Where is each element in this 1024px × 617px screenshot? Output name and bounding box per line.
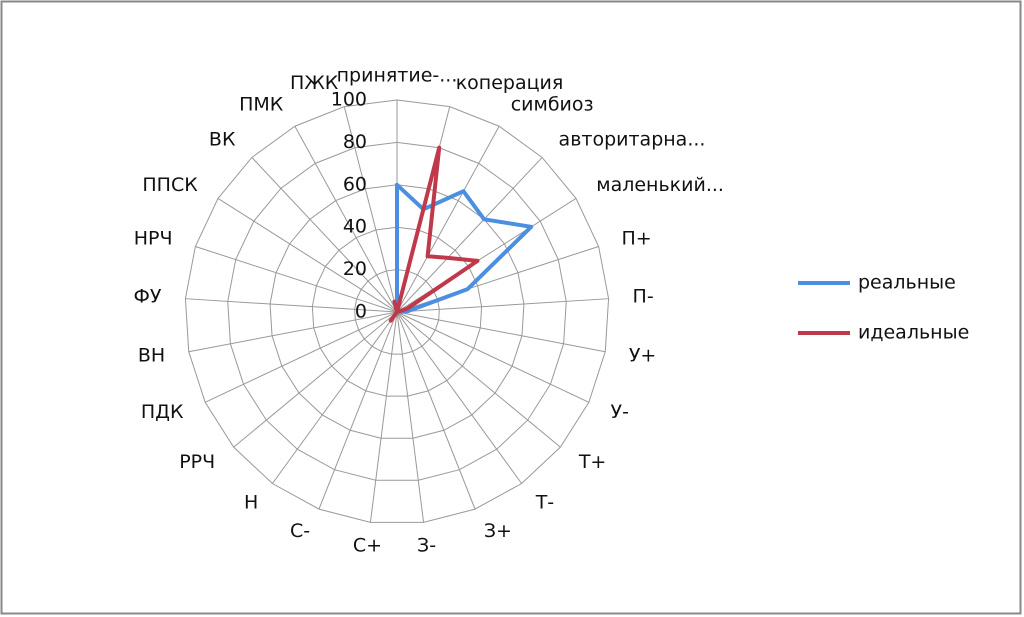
spoke: [271, 311, 398, 484]
category-label: ПЖК: [290, 72, 339, 94]
spoke: [185, 298, 398, 313]
r-tick-label: 80: [343, 131, 367, 153]
category-label: симбиоз: [511, 94, 594, 116]
series-line: [388, 145, 480, 323]
category-label: маленький...: [596, 174, 724, 196]
category-label: ФУ: [134, 286, 162, 308]
spoke: [396, 311, 606, 353]
spoke: [396, 157, 543, 313]
category-label: З+: [484, 520, 512, 542]
spoke: [188, 311, 398, 353]
category-label: авторитарна...: [559, 128, 706, 150]
category-label: принятие-...: [337, 65, 458, 87]
spoke: [233, 311, 398, 448]
category-label: С-: [290, 520, 310, 542]
category-label: П-: [633, 286, 654, 308]
legend-label: идеальные: [858, 322, 969, 344]
category-label: С+: [353, 535, 382, 557]
category-label: ВН: [138, 345, 165, 367]
spoke: [369, 311, 398, 523]
spoke: [396, 125, 500, 313]
grid-ring: [227, 141, 567, 481]
category-label: У+: [629, 345, 657, 367]
category-label: Т-: [535, 491, 554, 513]
category-label: З-: [417, 535, 436, 557]
category-label: ПМК: [239, 94, 284, 116]
category-label: Н: [244, 491, 258, 513]
spoke: [396, 311, 590, 403]
category-label: ВК: [209, 128, 236, 150]
spoke: [204, 311, 398, 403]
category-label: РРЧ: [179, 451, 215, 473]
grid-ring: [184, 99, 610, 523]
spoke: [396, 298, 609, 313]
spoke: [217, 197, 398, 313]
spoke: [251, 157, 398, 313]
spoke: [396, 311, 561, 448]
r-tick-label: 60: [343, 173, 367, 195]
r-tick-label: 100: [331, 89, 367, 111]
r-tick-label: 40: [343, 216, 367, 238]
category-label: НРЧ: [134, 228, 173, 250]
category-label: ППСК: [142, 174, 198, 196]
spoke: [396, 311, 523, 484]
r-tick-label: 0: [355, 301, 367, 323]
spoke: [294, 125, 398, 313]
category-label: П+: [621, 228, 651, 250]
grid-ring: [311, 226, 483, 397]
spoke: [396, 311, 476, 510]
legend-label: реальные: [858, 272, 956, 294]
category-label: У-: [611, 401, 629, 423]
spoke: [343, 106, 398, 313]
category-label: коперация: [456, 72, 564, 94]
category-label: Т+: [578, 451, 607, 473]
r-tick-label: 20: [343, 258, 367, 280]
spoke: [396, 311, 425, 523]
category-label: ПДК: [141, 401, 184, 423]
spoke: [318, 311, 398, 510]
spoke: [195, 246, 398, 313]
